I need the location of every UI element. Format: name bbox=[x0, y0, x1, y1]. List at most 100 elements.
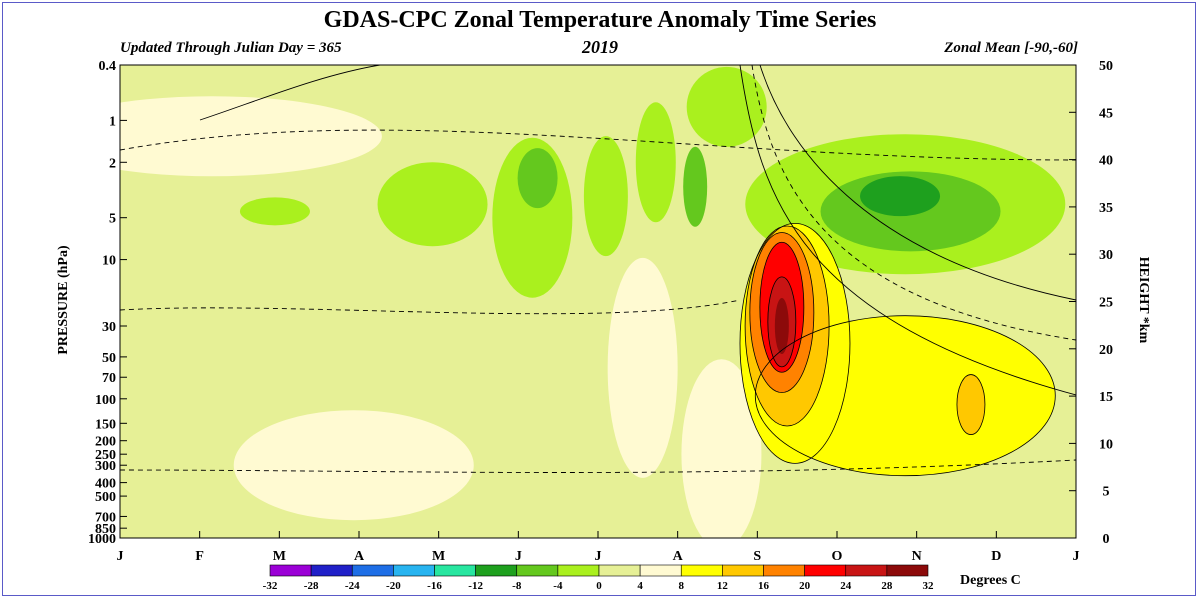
anomaly-patch-3 bbox=[681, 359, 762, 538]
colorbar-swatch bbox=[680, 564, 723, 577]
height-tick-label: 35 bbox=[1099, 201, 1113, 216]
pressure-tick-label: 2 bbox=[109, 156, 116, 171]
height-tick-label: 30 bbox=[1099, 248, 1113, 263]
colorbar-swatch bbox=[434, 564, 476, 577]
anomaly-patch-12 bbox=[683, 146, 708, 227]
colorbar-tick-label: 0 bbox=[596, 580, 602, 592]
colorbar-swatch bbox=[516, 564, 559, 577]
height-axis: 0 5 10 15 20 25 30 35 40 45 50 bbox=[1069, 59, 1113, 547]
colorbar-tick-label: -16 bbox=[427, 580, 442, 592]
month-tick-label: N bbox=[912, 549, 922, 564]
colorbar-tick-label: 28 bbox=[881, 580, 893, 592]
contour-ring-3 bbox=[956, 374, 986, 435]
year-label: 2019 bbox=[582, 37, 618, 57]
month-tick-label: F bbox=[195, 549, 204, 564]
height-tick-label: 15 bbox=[1099, 390, 1113, 405]
pressure-tick-label: 70 bbox=[102, 371, 116, 386]
month-tick-label: S bbox=[753, 549, 761, 564]
colorbar-tick-label: -12 bbox=[468, 580, 483, 592]
colorbar-swatch bbox=[393, 564, 435, 577]
month-tick-label: D bbox=[991, 549, 1001, 564]
colorbar-tick-label: -32 bbox=[263, 580, 278, 592]
anomaly-patch-0 bbox=[120, 96, 382, 177]
colorbar-label: Degrees C bbox=[960, 573, 1021, 588]
contour-line-6 bbox=[199, 65, 381, 121]
month-tick-label: A bbox=[354, 549, 365, 564]
chart-title: GDAS-CPC Zonal Temperature Anomaly Time … bbox=[323, 7, 877, 33]
right-axis-label: HEIGHT *km bbox=[1136, 257, 1151, 344]
colorbar-tick-label: 16 bbox=[758, 580, 770, 592]
anomaly-patch-4 bbox=[239, 197, 310, 226]
height-tick-label: 0 bbox=[1103, 532, 1110, 547]
contour-line-1 bbox=[751, 65, 1076, 341]
month-tick-label: O bbox=[832, 549, 843, 564]
contour-ring-0 bbox=[754, 315, 1056, 477]
colorbar-swatch bbox=[475, 564, 518, 577]
colorbar-swatch bbox=[804, 564, 847, 577]
colorbar-tick-label: 8 bbox=[679, 580, 685, 592]
pressure-tick-label: 100 bbox=[95, 393, 116, 408]
pressure-tick-label: 30 bbox=[102, 320, 116, 335]
colorbar-tick-label: 4 bbox=[637, 580, 643, 592]
anomaly-patch-10 bbox=[686, 66, 767, 147]
colorbar-swatch bbox=[886, 564, 929, 577]
colorbar-swatch bbox=[310, 564, 353, 577]
anomaly-patch-1 bbox=[233, 410, 474, 521]
pressure-tick-label: 400 bbox=[95, 477, 116, 492]
anomaly-patch-2 bbox=[607, 257, 678, 478]
height-tick-label: 45 bbox=[1099, 106, 1113, 121]
contour-ring-4 bbox=[749, 232, 815, 393]
contour-lines bbox=[120, 65, 1076, 477]
month-tick-label: J bbox=[1073, 549, 1080, 564]
height-tick-label: 20 bbox=[1099, 343, 1113, 358]
anomaly-patch-8 bbox=[635, 102, 676, 223]
contour-ring-6 bbox=[767, 276, 797, 368]
colorbar-swatch bbox=[845, 564, 888, 577]
month-tick-label: J bbox=[595, 549, 602, 564]
month-tick-label: J bbox=[117, 549, 124, 564]
height-tick-label: 25 bbox=[1099, 296, 1113, 311]
contour-ring-1 bbox=[739, 223, 851, 464]
pressure-tick-label: 1 bbox=[109, 114, 116, 129]
pressure-tick-label: 500 bbox=[95, 490, 116, 505]
month-tick-label: M bbox=[432, 549, 445, 564]
contour-ring-5 bbox=[759, 241, 805, 373]
colorbar: -32 -28 -24 -20 -16 -12 -8 -4 0 4 8 12 16 20 24 28 32 bbox=[263, 564, 935, 592]
height-tick-label: 40 bbox=[1099, 154, 1113, 169]
pressure-tick-label: 300 bbox=[95, 459, 116, 474]
region-label: Zonal Mean [-90,-60] bbox=[944, 40, 1078, 56]
colorbar-tick-label: -24 bbox=[345, 580, 360, 592]
updated-label: Updated Through Julian Day = 365 bbox=[120, 40, 342, 56]
anomaly-patch-7 bbox=[583, 136, 628, 257]
height-tick-label: 10 bbox=[1099, 437, 1113, 452]
contour-line-3 bbox=[120, 129, 1076, 161]
pressure-tick-label: 0.4 bbox=[99, 59, 117, 74]
colorbar-swatch bbox=[557, 564, 600, 577]
colorbar-tick-label: -4 bbox=[553, 580, 563, 592]
height-tick-label: 5 bbox=[1103, 485, 1110, 500]
anomaly-patch-14 bbox=[860, 176, 941, 217]
pressure-tick-label: 10 bbox=[102, 254, 116, 269]
pressure-tick-label: 250 bbox=[95, 448, 116, 463]
pressure-tick-label: 200 bbox=[95, 435, 116, 450]
height-tick-label: 50 bbox=[1099, 59, 1113, 74]
pressure-tick-label: 1000 bbox=[88, 532, 116, 547]
colorbar-tick-label: -28 bbox=[304, 580, 319, 592]
contour-line-2 bbox=[759, 65, 1076, 301]
contour-ring-2 bbox=[744, 225, 830, 427]
colorbar-tick-label: 20 bbox=[799, 580, 811, 592]
contour-line-5 bbox=[120, 459, 1076, 473]
anomaly-patch-18 bbox=[956, 374, 985, 435]
month-tick-label: J bbox=[515, 549, 522, 564]
month-tick-label: M bbox=[273, 549, 286, 564]
contour-line-4 bbox=[120, 299, 741, 315]
colorbar-tick-label: 32 bbox=[923, 580, 935, 592]
colorbar-swatch bbox=[763, 564, 805, 577]
colorbar-tick-label: -8 bbox=[512, 580, 522, 592]
anomaly-patch-22 bbox=[774, 298, 789, 355]
colorbar-swatch bbox=[639, 564, 682, 577]
colorbar-tick-label: 12 bbox=[717, 580, 729, 592]
